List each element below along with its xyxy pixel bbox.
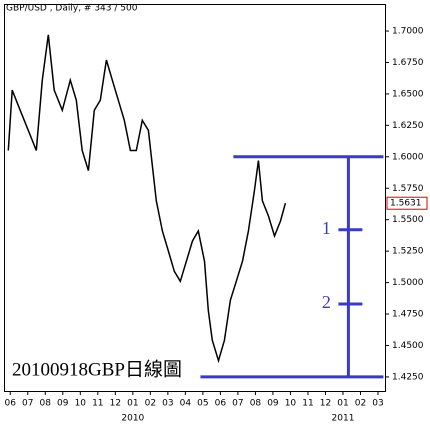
level-label: 2 bbox=[322, 292, 331, 312]
x-tick-label: 11 bbox=[302, 399, 313, 409]
x-tick-label: 10 bbox=[75, 399, 87, 409]
price-line bbox=[7, 34, 287, 364]
x-tick-label: 03 bbox=[162, 399, 173, 409]
x-tick-label: 05 bbox=[197, 399, 208, 409]
x-tick-label: 08 bbox=[40, 399, 52, 409]
y-tick-label: 1.5500 bbox=[392, 215, 424, 225]
last-price-label: 1.5631 bbox=[390, 199, 422, 209]
last-price-box bbox=[386, 196, 428, 210]
chart-title: GBP/USD , Daily, # 343 / 500 bbox=[6, 4, 138, 14]
x-tick-label: 09 bbox=[57, 399, 69, 409]
x-tick-label: 11 bbox=[92, 399, 103, 409]
y-tick-label: 1.7000 bbox=[392, 27, 424, 37]
y-tick-label: 1.6250 bbox=[392, 121, 424, 131]
plot-frame bbox=[4, 4, 386, 392]
y-tick-label: 1.6500 bbox=[392, 89, 424, 99]
level-label: 1 bbox=[322, 218, 331, 238]
y-tick-label: 1.4750 bbox=[392, 310, 424, 320]
x-tick-label: 06 bbox=[5, 399, 17, 409]
x-tick-label: 09 bbox=[267, 399, 279, 409]
y-tick-label: 1.5750 bbox=[392, 184, 424, 194]
annotation: 20100918GBP日線圖 bbox=[12, 358, 182, 380]
x-tick-label: 03 bbox=[372, 399, 383, 409]
x-tick-label: 08 bbox=[250, 399, 262, 409]
y-tick-label: 1.4500 bbox=[392, 341, 424, 351]
year-label: 2010 bbox=[121, 414, 144, 424]
y-tick-label: 1.6750 bbox=[392, 58, 424, 68]
x-tick-label: 12 bbox=[110, 399, 121, 409]
x-tick-label: 02 bbox=[145, 399, 156, 409]
x-tick-label: 02 bbox=[355, 399, 366, 409]
x-tick-label: 07 bbox=[232, 399, 243, 409]
y-tick-label: 1.4250 bbox=[392, 372, 424, 382]
x-tick-label: 04 bbox=[180, 399, 192, 409]
x-tick-label: 01 bbox=[337, 399, 348, 409]
x-tick-label: 07 bbox=[22, 399, 33, 409]
year-label: 2011 bbox=[332, 414, 355, 424]
x-tick-label: 12 bbox=[320, 399, 331, 409]
y-tick-label: 1.6000 bbox=[392, 152, 424, 162]
x-tick-label: 10 bbox=[285, 399, 297, 409]
y-tick-label: 1.5250 bbox=[392, 247, 424, 257]
x-tick-label: 06 bbox=[215, 399, 227, 409]
x-tick-label: 01 bbox=[127, 399, 138, 409]
y-tick-label: 1.5000 bbox=[392, 278, 424, 288]
